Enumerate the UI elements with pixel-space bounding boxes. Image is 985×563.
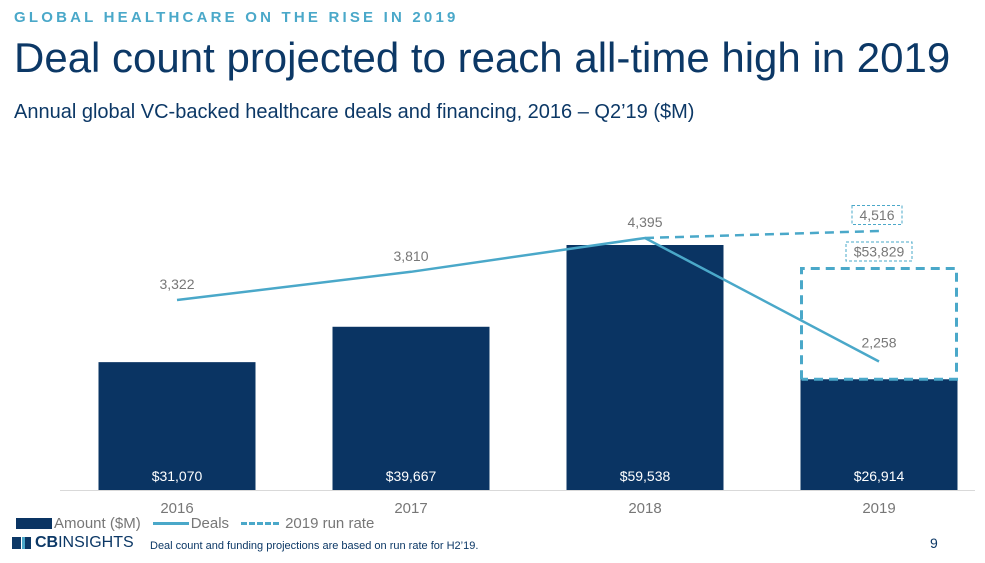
logo-text-cb: CB xyxy=(35,534,59,551)
legend-label-run-rate: 2019 run rate xyxy=(285,514,375,532)
legend-label-amount: Amount ($M) xyxy=(54,514,141,532)
bar-2018 xyxy=(566,245,724,490)
x-tick-label-2017: 2017 xyxy=(394,500,427,517)
legend-swatch-line xyxy=(152,521,189,525)
deals-line xyxy=(176,236,880,363)
deals-label-2017: 3,810 xyxy=(393,248,428,264)
run-rate-deals-line xyxy=(644,229,880,240)
x-tick-label-2018: 2018 xyxy=(628,500,661,517)
run-rate-amount-label: $53,829 xyxy=(854,243,905,259)
x-tick-label-2016: 2016 xyxy=(160,500,193,517)
run-rate-deals-label: 4,516 xyxy=(859,207,894,223)
deals-label-2016: 3,322 xyxy=(159,276,194,292)
bar-label-2019: $26,914 xyxy=(854,468,905,484)
deals-label-2018: 4,395 xyxy=(627,214,662,230)
page-title: Deal count projected to reach all-time h… xyxy=(14,34,951,81)
run-rate-amount-box xyxy=(800,266,958,381)
run-rate-deals-label-frame xyxy=(851,205,903,226)
bar-2016 xyxy=(98,362,256,490)
bar-2019 xyxy=(800,379,958,490)
legend-item-run-rate: 2019 run rate xyxy=(241,515,374,532)
bar-label-2018: $59,538 xyxy=(620,468,671,484)
cb-insights-logo: CB INSIGHTS xyxy=(12,534,134,552)
bar-label-2017: $39,667 xyxy=(386,468,437,484)
legend-item-amount: Amount ($M) xyxy=(16,515,141,532)
legend-swatch-bar xyxy=(16,517,52,529)
legend-swatch-dash xyxy=(241,521,280,525)
legend-label-deals: Deals xyxy=(190,514,230,532)
chart-legend: Amount ($M) Deals 2019 run rate xyxy=(16,513,386,533)
logo-text-insights: INSIGHTS xyxy=(58,534,134,551)
bar-2017 xyxy=(332,326,490,490)
cb-insights-logo-icon xyxy=(12,537,31,549)
bar-label-2016: $31,070 xyxy=(152,468,203,484)
run-rate-amount-label-frame xyxy=(845,241,913,262)
eyebrow-heading: GLOBAL HEALTHCARE ON THE RISE IN 2019 xyxy=(14,9,459,26)
chart-subtitle: Annual global VC-backed healthcare deals… xyxy=(14,101,695,123)
deals-label-2019: 2,258 xyxy=(861,334,896,350)
footnote: Deal count and funding projections are b… xyxy=(150,540,479,552)
legend-item-deals: Deals xyxy=(152,514,230,532)
page-number: 9 xyxy=(930,535,938,551)
x-tick-label-2019: 2019 xyxy=(862,500,895,517)
